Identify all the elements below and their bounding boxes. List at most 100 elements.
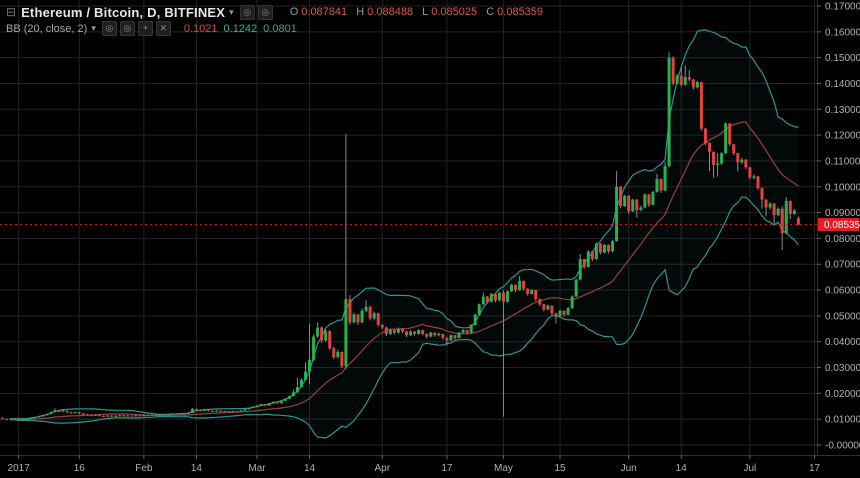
- candle-body: [469, 324, 473, 333]
- candle-body: [687, 77, 691, 80]
- candle-body: [17, 419, 21, 421]
- candle-body: [186, 412, 190, 415]
- candle-body: [376, 313, 380, 325]
- x-axis-label: 2017: [8, 463, 31, 474]
- indicator-delete-button[interactable]: ✕: [155, 21, 171, 36]
- candle-body: [550, 305, 554, 314]
- plus-icon: +: [142, 23, 148, 33]
- series-button-2[interactable]: ◎: [257, 4, 273, 20]
- circle-icon: ◎: [105, 23, 114, 33]
- candle-body: [582, 259, 586, 267]
- candle-body: [643, 194, 647, 208]
- last-price-text: 0.085359: [824, 220, 860, 231]
- candle-body: [623, 195, 627, 207]
- bb-lower-value: 0.0801: [263, 22, 297, 35]
- symbol-title[interactable]: Ethereum / Bitcoin, D, BITFINEX: [21, 4, 226, 20]
- candle-body: [449, 335, 453, 341]
- candle-body: [247, 408, 251, 410]
- bb-basis-value: 0.1021: [183, 22, 218, 35]
- bollinger-basis-line: [10, 121, 799, 421]
- candle-body: [198, 410, 202, 412]
- candle-body: [53, 410, 57, 413]
- candle-body: [73, 412, 77, 414]
- candle-body: [756, 176, 760, 189]
- candle-body: [413, 331, 417, 334]
- x-axis-label: 15: [554, 463, 566, 474]
- candle-body: [352, 314, 356, 323]
- collapse-icon[interactable]: ⊟: [6, 5, 17, 19]
- chevron-down-icon: ▾: [91, 23, 96, 33]
- candle-body: [368, 306, 372, 319]
- candle-body: [631, 199, 635, 212]
- candle-body: [433, 332, 437, 336]
- candle-body: [158, 414, 162, 416]
- candle-body: [77, 412, 81, 414]
- candle-body: [728, 123, 732, 145]
- x-axis-label: Jul: [744, 463, 757, 474]
- candle-body: [134, 415, 138, 417]
- ohlc-high-label: H: [356, 6, 365, 18]
- candle-body: [627, 195, 631, 212]
- candle-body: [510, 284, 514, 292]
- candle-body: [332, 348, 336, 358]
- candle-body: [150, 414, 154, 416]
- candle-body: [558, 310, 562, 316]
- chart-header: ⊟ Ethereum / Bitcoin, D, BITFINEX ▾ ◎ ◎ …: [6, 4, 543, 36]
- candle-body: [235, 411, 239, 413]
- candle-body: [291, 392, 295, 397]
- indicator-visibility-button[interactable]: ◎: [101, 21, 117, 36]
- x-axis-label: 14: [676, 463, 688, 474]
- candle-body: [635, 199, 639, 211]
- candle-body: [526, 288, 530, 294]
- candle-body: [287, 396, 291, 399]
- indicator-title[interactable]: BB (20, close, 2): [6, 22, 88, 35]
- candle-body: [675, 75, 679, 84]
- candle-body: [703, 128, 707, 143]
- ohlc-close-value: 0.085359: [497, 6, 544, 18]
- candle-body: [211, 410, 215, 412]
- candle-body: [647, 194, 651, 205]
- candle-body: [89, 414, 93, 416]
- candle-body: [784, 200, 788, 234]
- candle-body: [465, 330, 469, 333]
- candle-body: [328, 331, 332, 349]
- indicator-add-button[interactable]: +: [137, 21, 153, 36]
- bb-upper-value: 0.1242: [223, 22, 258, 35]
- candle-body: [724, 123, 728, 154]
- y-axis-label: 0.010000: [825, 415, 860, 426]
- candle-body: [740, 159, 744, 163]
- candle-body: [279, 400, 283, 404]
- candle-body: [93, 414, 97, 416]
- candle-body: [522, 281, 526, 289]
- candle-body: [772, 203, 776, 216]
- candle-body: [473, 314, 477, 325]
- candle-body: [304, 371, 307, 380]
- candle-body: [324, 331, 328, 341]
- candle-body: [299, 379, 303, 388]
- time-axis[interactable]: 2017 16 Feb 14 Mar 14 Apr 17 May 15 Jun 14 Jul 17: [0, 455, 860, 474]
- candle-body: [170, 413, 174, 415]
- candle-body: [445, 337, 449, 341]
- series-button-1[interactable]: ◎: [239, 4, 255, 20]
- indicator-settings-button[interactable]: ◎: [119, 21, 135, 36]
- candle-body: [340, 352, 344, 367]
- candle-body: [283, 398, 287, 401]
- candle-body: [518, 281, 522, 291]
- candle-body: [118, 415, 122, 417]
- candle-body: [223, 411, 227, 413]
- candle-body: [598, 243, 602, 253]
- chevron-down-icon: ▾: [229, 6, 234, 17]
- candle-body: [320, 327, 324, 341]
- candle-body: [65, 410, 69, 413]
- x-axis-label: 17: [809, 463, 821, 474]
- indicator-row: BB (20, close, 2) ▾ ◎ ◎ + ✕ 0.1021 0.124…: [6, 21, 543, 36]
- gridlines: [0, 0, 817, 455]
- candle-body: [267, 403, 271, 406]
